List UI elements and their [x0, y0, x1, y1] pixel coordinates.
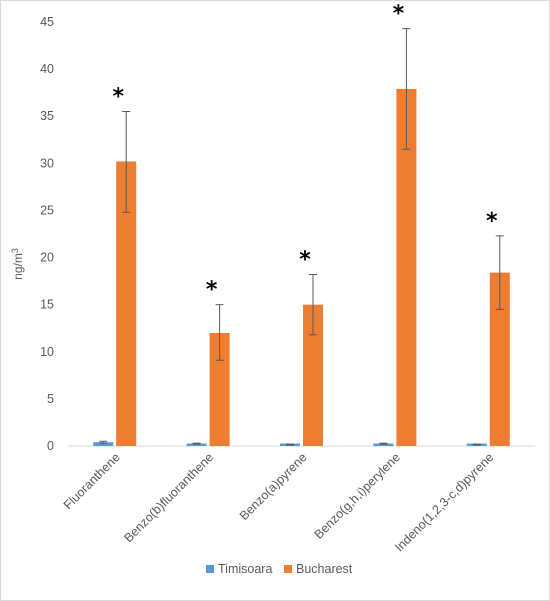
x-tick-label: Benzo(g,h,i)perylene [312, 450, 403, 541]
y-tick-label: 0 [47, 439, 54, 453]
y-tick-label: 35 [40, 109, 54, 123]
y-tick-label: 30 [40, 156, 54, 170]
legend: Timisoara Bucharest [206, 562, 353, 576]
y-tick-label: 20 [40, 251, 54, 265]
y-axis-label: ng/m3 [10, 248, 25, 280]
x-tick-label: Indeno(1,2,3-c,d)pyrene [392, 450, 496, 554]
bar-bucharest-0 [116, 161, 137, 446]
bar-bucharest-4 [489, 272, 510, 446]
bars [93, 28, 510, 447]
bar-timisoara-1 [186, 443, 207, 446]
legend-swatch-timisoara [206, 565, 214, 573]
y-tick-label: 40 [40, 62, 54, 76]
x-tick-label: Benzo(a)pyrene [237, 450, 310, 523]
legend-label-timisoara: Timisoara [218, 562, 272, 576]
y-tick-label: 15 [40, 298, 54, 312]
significance-marker: * [112, 85, 124, 110]
legend-label-bucharest: Bucharest [296, 562, 353, 576]
y-tick-label: 45 [40, 15, 54, 29]
labels: 0 5 10 15 20 25 30 35 40 45 * Fluoranthene * Benzo(b)… [40, 2, 498, 555]
significance-marker: * [299, 248, 311, 273]
bar-timisoara-0 [93, 442, 114, 446]
bar-bucharest-2 [303, 304, 323, 446]
x-tick-label: Benzo(b)fluoranthene [121, 450, 216, 545]
legend-swatch-bucharest [284, 565, 292, 573]
significance-marker: * [486, 209, 498, 234]
y-tick-label: 5 [47, 392, 54, 406]
bar-bucharest-1 [209, 332, 230, 446]
significance-marker: * [206, 278, 218, 303]
x-tick-label: Fluoranthene [61, 450, 123, 512]
significance-marker: * [393, 2, 405, 27]
bar-timisoara-3 [373, 443, 394, 446]
y-tick-label: 25 [40, 203, 54, 217]
bar-bucharest-3 [396, 88, 417, 447]
y-tick-label: 10 [40, 345, 54, 359]
